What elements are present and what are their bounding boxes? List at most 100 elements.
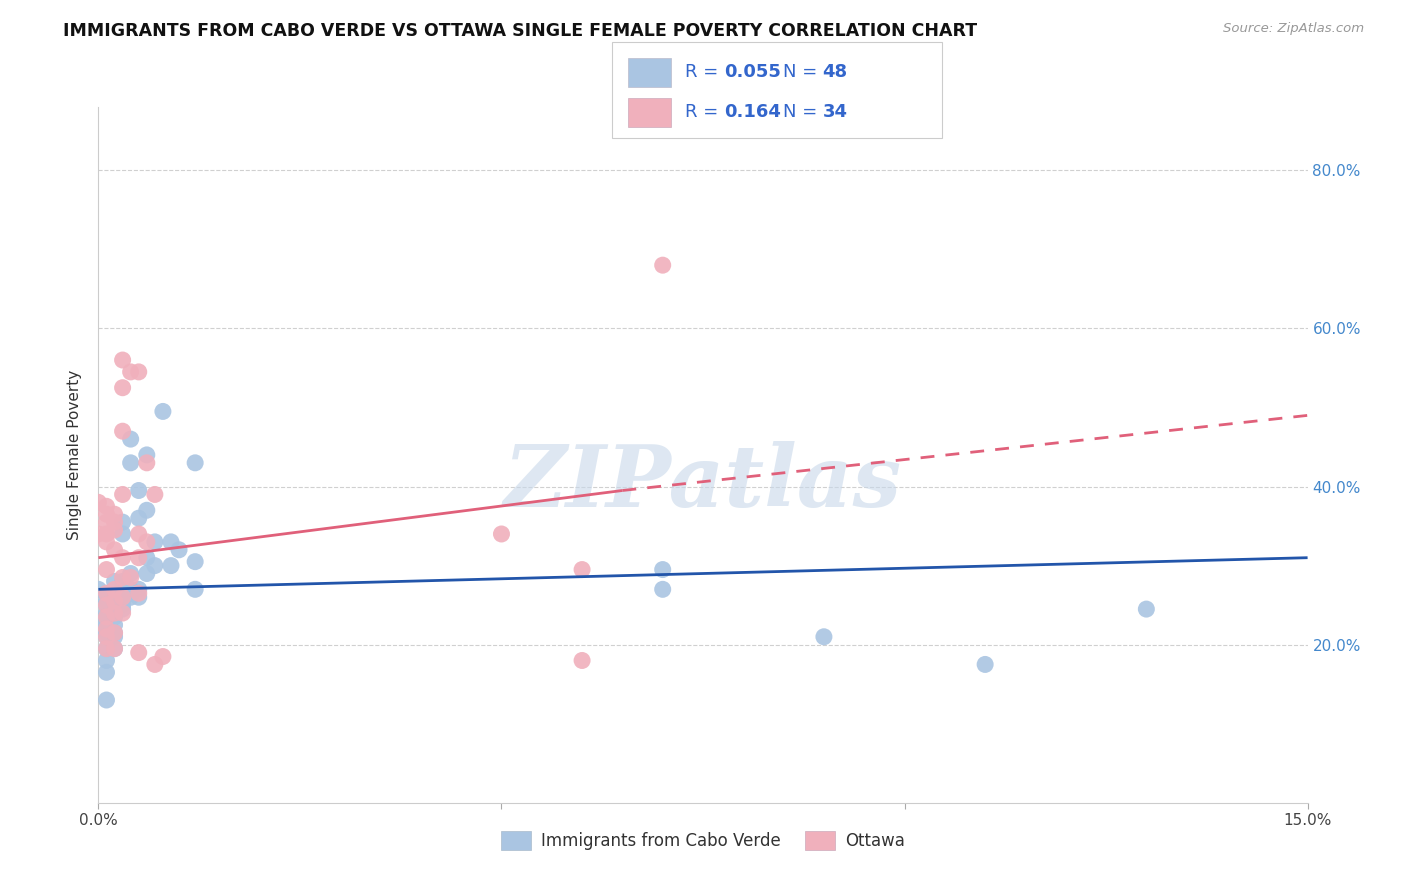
Point [111,602,134,616]
Point [184,456,207,470]
Point [184,582,207,597]
Point [111,582,134,597]
Point [111,515,134,529]
Point [974,657,997,672]
Point [103,618,125,632]
Point [96,534,118,549]
Point [103,610,125,624]
Point [120,456,142,470]
Point [111,527,134,541]
Point [96,630,118,644]
Point [128,365,150,379]
Point [103,507,125,521]
Point [103,606,125,620]
Point [135,566,157,581]
Point [96,618,118,632]
Point [96,500,118,514]
Point [103,630,125,644]
Point [571,563,593,577]
Point [96,507,118,521]
Text: 48: 48 [823,63,848,81]
Point [103,582,125,597]
Point [111,487,134,501]
Text: N =: N = [783,103,823,121]
Point [651,563,673,577]
Point [96,586,118,600]
Point [96,665,118,680]
Point [87,495,110,509]
Point [184,555,207,569]
Text: 0.164: 0.164 [724,103,780,121]
Point [120,591,142,605]
Y-axis label: Single Female Poverty: Single Female Poverty [67,370,83,540]
Point [103,542,125,557]
Point [152,649,174,664]
Point [128,527,150,541]
Point [111,594,134,608]
Point [96,515,118,529]
Point [135,534,157,549]
Point [143,657,166,672]
Text: 34: 34 [823,103,848,121]
Point [135,550,157,565]
Point [96,606,118,620]
Point [96,598,118,612]
Point [128,646,150,660]
Point [87,527,110,541]
Text: ZIPatlas: ZIPatlas [503,441,903,524]
Point [103,598,125,612]
Point [103,515,125,529]
Point [96,622,118,636]
Point [96,594,118,608]
Text: 0.055: 0.055 [724,63,780,81]
Point [111,598,134,612]
Point [651,258,673,272]
Point [111,606,134,620]
Point [103,641,125,656]
Point [651,582,673,597]
Legend: Immigrants from Cabo Verde, Ottawa: Immigrants from Cabo Verde, Ottawa [494,824,912,857]
Point [111,550,134,565]
Point [128,511,150,525]
Point [143,534,166,549]
Point [111,591,134,605]
Point [111,353,134,368]
Point [96,630,118,644]
Point [128,591,150,605]
Point [128,586,150,600]
Point [1135,602,1157,616]
Point [96,598,118,612]
Point [135,503,157,517]
Point [96,625,118,640]
Point [128,483,150,498]
Point [167,542,190,557]
Point [120,570,142,584]
Point [103,574,125,589]
Text: R =: R = [685,103,730,121]
Point [152,404,174,418]
Point [96,610,118,624]
Point [103,641,125,656]
Text: R =: R = [685,63,724,81]
Point [813,630,835,644]
Point [111,570,134,584]
Point [128,582,150,597]
Point [120,365,142,379]
Point [103,625,125,640]
Point [96,527,118,541]
Point [135,448,157,462]
Point [96,693,118,707]
Point [160,534,183,549]
Point [491,527,513,541]
Point [120,582,142,597]
Point [103,594,125,608]
Point [135,456,157,470]
Point [96,614,118,628]
Point [120,566,142,581]
Point [96,653,118,667]
Text: Source: ZipAtlas.com: Source: ZipAtlas.com [1223,22,1364,36]
Point [111,574,134,589]
Point [103,625,125,640]
Point [160,558,183,573]
Text: IMMIGRANTS FROM CABO VERDE VS OTTAWA SINGLE FEMALE POVERTY CORRELATION CHART: IMMIGRANTS FROM CABO VERDE VS OTTAWA SIN… [63,22,977,40]
